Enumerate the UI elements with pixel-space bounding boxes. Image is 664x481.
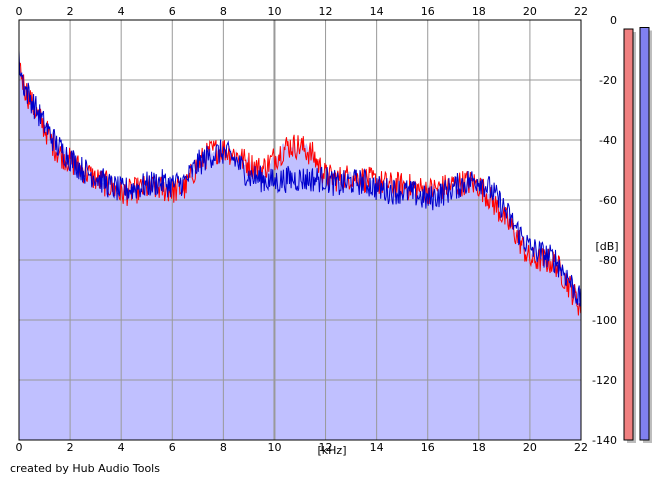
level-meter-bar (639, 27, 650, 441)
x-tick-label-top: 18 (472, 5, 486, 18)
y-tick-label: -80 (599, 254, 617, 267)
x-tick-label-bottom: 0 (16, 441, 23, 454)
plot-border (18, 19, 582, 441)
y-axis-label: [dB] (595, 240, 618, 253)
grid (18, 19, 582, 441)
spectrum-fill (19, 59, 581, 440)
x-tick-label-bottom: 4 (118, 441, 125, 454)
x-tick-label-top: 0 (16, 5, 23, 18)
series-line-right (18, 50, 582, 307)
y-tick-label: -40 (599, 134, 617, 147)
x-tick-label-top: 4 (118, 5, 125, 18)
x-tick-label-top: 8 (220, 5, 227, 18)
y-tick-label: -100 (592, 314, 617, 327)
x-tick-label-bottom: 20 (523, 441, 537, 454)
x-tick-label-bottom: 8 (220, 441, 227, 454)
x-tick-label-top: 6 (169, 5, 176, 18)
level-meter-bar (623, 28, 634, 441)
x-tick-label-bottom: 6 (169, 441, 176, 454)
x-tick-label-bottom: 10 (267, 441, 281, 454)
x-tick-label-top: 16 (421, 5, 435, 18)
x-ticks-top: 0 2 4 6 8 10 12 14 16 18 20 22 (16, 5, 589, 18)
y-tick-label: -60 (599, 194, 617, 207)
x-tick-label-bottom: 16 (421, 441, 435, 454)
spectrum-chart: 0 2 4 6 8 10 12 14 16 18 20 22 0 2 4 6 8 10 12 14 16 18 20 22 … (16, 5, 652, 457)
level-meters (623, 27, 652, 443)
y-ticks: 0 -20 -40 -60 -80 -100 -120 -140 (592, 14, 617, 447)
x-axis-label: [kHz] (318, 444, 347, 457)
x-tick-label-bottom: 18 (472, 441, 486, 454)
y-tick-label: -120 (592, 374, 617, 387)
x-tick-label-bottom: 22 (574, 441, 588, 454)
x-tick-label-bottom: 12 (319, 441, 333, 454)
x-tick-label-top: 10 (267, 5, 281, 18)
x-tick-label-top: 14 (370, 5, 384, 18)
y-tick-label: -20 (599, 74, 617, 87)
y-tick-label: -140 (592, 434, 617, 447)
x-tick-label-bottom: 2 (67, 441, 74, 454)
x-tick-label-bottom: 14 (370, 441, 384, 454)
x-tick-label-top: 22 (574, 5, 588, 18)
x-tick-label-top: 20 (523, 5, 537, 18)
x-tick-label-top: 2 (67, 5, 74, 18)
spectrum-area (19, 59, 581, 440)
x-ticks-bottom: 0 2 4 6 8 10 12 14 16 18 20 22 (16, 441, 589, 454)
credit-text: created by Hub Audio Tools (10, 462, 160, 475)
y-tick-label: 0 (610, 14, 617, 27)
series-lines (18, 50, 582, 316)
x-tick-label-top: 12 (319, 5, 333, 18)
